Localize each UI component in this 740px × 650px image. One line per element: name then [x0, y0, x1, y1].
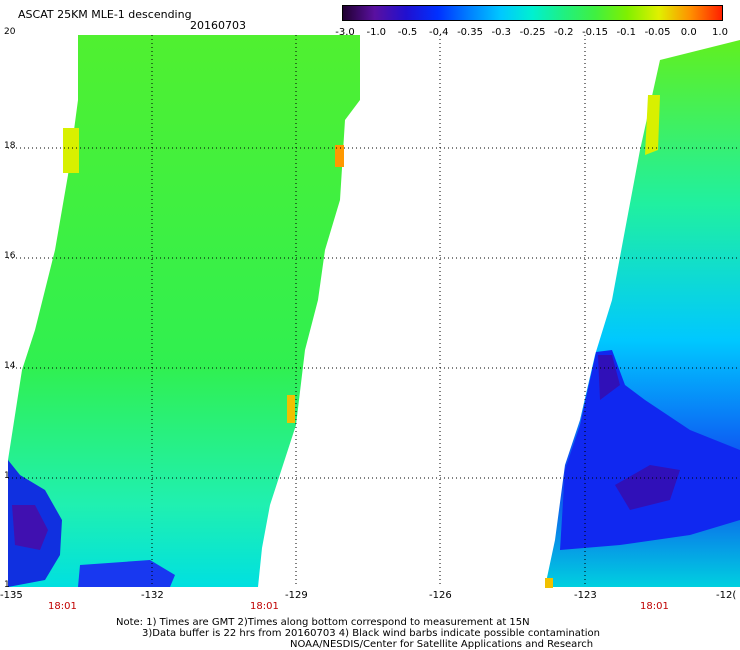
colorbar-tick-label: -1.0 [366, 27, 387, 38]
colorbar-tick-label: -0.3 [491, 27, 512, 38]
right-swath-orange-patch [545, 578, 553, 588]
lon-label: -123 [574, 590, 597, 601]
right-swath-blue-region [560, 350, 740, 550]
lat-label: 1 [4, 580, 10, 590]
lon-label: -132 [141, 590, 164, 601]
time-label: 18:01 [48, 601, 77, 612]
left-swath-yellow-patch [63, 128, 79, 173]
colorbar-tick-label: -0.2 [553, 27, 574, 38]
right-swath-blue-core [615, 465, 680, 510]
lat-label: 18 [4, 141, 16, 151]
footnote-line: Note: 1) Times are GMT 2)Times along bot… [116, 617, 530, 628]
left-swath [8, 35, 360, 587]
time-label: 18:01 [640, 601, 669, 612]
lat-label: 1 [4, 471, 10, 481]
lat-label: 14 [4, 361, 16, 371]
left-swath-orange-patch [335, 145, 344, 167]
colorbar-tick-label: -0.4 [428, 27, 449, 38]
colorbar-tick-label: -0.25 [519, 27, 546, 38]
time-label: 18:01 [250, 601, 279, 612]
footnote-credit: NOAA/NESDIS/Center for Satellite Applica… [290, 639, 594, 650]
colorbar-tick-label: -0.35 [457, 27, 483, 38]
colorbar-tick-label: -3.0 [335, 27, 355, 38]
right-swath-blue-core [598, 355, 620, 400]
lon-label: -135 [0, 590, 23, 601]
map-title: ASCAT 25KM MLE-1 descending [18, 8, 192, 21]
right-swath-yellow-patch [645, 95, 660, 155]
lon-label: -12( [716, 590, 737, 601]
lat-label: 16 [4, 251, 16, 261]
colorbar [342, 5, 723, 21]
colorbar-tick-label: -0.15 [582, 27, 608, 38]
left-swath-orange-patch [287, 395, 295, 423]
colorbar-tick-label: -0.05 [644, 27, 671, 38]
colorbar-tick-label: 0.0 [680, 27, 697, 38]
left-swath-blue-core [12, 505, 48, 550]
colorbar-tick-label: -0.1 [616, 27, 637, 38]
lon-label: -126 [429, 590, 452, 601]
lon-label: -129 [285, 590, 308, 601]
colorbar-tick-label: 1.0 [712, 27, 728, 38]
left-swath-blue-region [78, 560, 175, 587]
colorbar-tick-label: -0.5 [397, 27, 418, 38]
gridlines [8, 35, 740, 587]
lat-label: 20 [4, 27, 16, 37]
map-date: 20160703 [190, 19, 246, 32]
footnote-line: 3)Data buffer is 22 hrs from 20160703 4)… [142, 628, 600, 639]
